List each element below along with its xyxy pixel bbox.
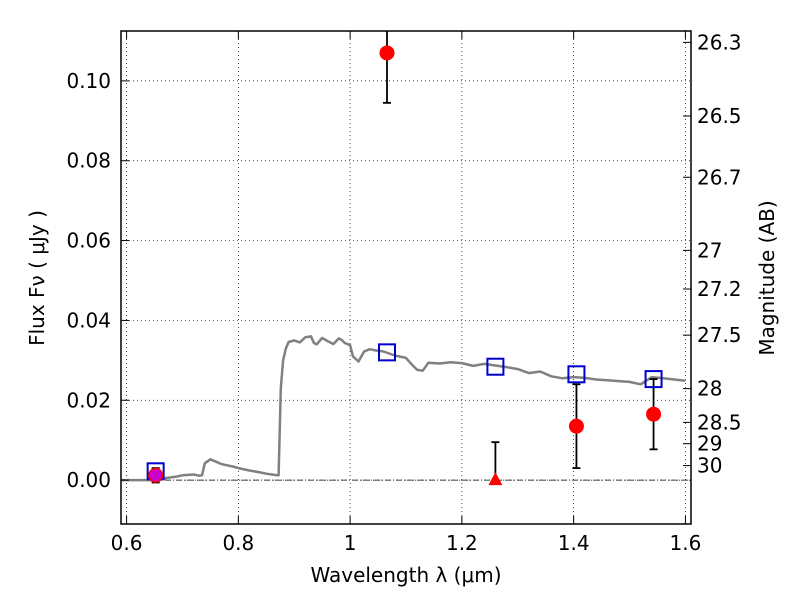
y2-tick-label: 30	[697, 454, 722, 478]
x-tick-label: 1	[344, 531, 357, 555]
y2-tick-label: 29	[697, 432, 722, 456]
observed-point	[568, 418, 584, 434]
y-tick-label: 0.04	[66, 308, 111, 332]
grid-layer	[121, 31, 691, 524]
y2-tick-label: 26.5	[697, 104, 742, 128]
observed-point	[646, 406, 662, 422]
x-tick-label: 0.8	[222, 531, 254, 555]
y-tick-label: 0.02	[66, 388, 111, 412]
x-axis-label: Wavelength λ (μm)	[310, 563, 501, 587]
observed-point	[379, 45, 395, 61]
tick-layer: 0.6 0.8 1 1.2 1.4 1.6 0.00 0.02 0.04 0.06 0.08 0.10…	[66, 30, 741, 555]
y2-tick-label: 28.5	[697, 410, 742, 434]
y2-tick-label: 27.2	[697, 277, 742, 301]
model-photometry-square	[378, 343, 396, 362]
y-tick-label: 0.08	[66, 149, 111, 173]
y2-tick-label: 26.3	[697, 30, 742, 54]
y-tick-label: 0.10	[66, 69, 111, 93]
model-photometry-square	[567, 365, 586, 384]
x-tick-label: 1.4	[558, 531, 590, 555]
y-tick-label: 0.06	[66, 229, 111, 253]
y2-axis-label: Magnitude (AB)	[755, 200, 779, 355]
y-axis-label: Flux Fν ( μJy )	[25, 210, 49, 346]
x-tick-label: 1.6	[670, 531, 702, 555]
y-tick-label: 0.00	[66, 468, 111, 492]
y2-tick-label: 26.7	[697, 165, 742, 189]
y2-tick-label: 28	[697, 377, 722, 401]
magenta-point	[149, 469, 162, 482]
upper-limit-triangle	[488, 472, 503, 486]
sed-model-line	[121, 335, 686, 482]
x-tick-label: 1.2	[446, 531, 478, 555]
x-tick-label: 0.6	[111, 531, 143, 555]
model-photometry-square	[644, 370, 663, 389]
plot-frame	[120, 30, 692, 525]
data-layer	[121, 31, 691, 486]
y2-tick-label: 27.5	[697, 323, 742, 347]
model-photometry-square	[486, 357, 505, 376]
y2-tick-label: 27	[697, 238, 722, 262]
